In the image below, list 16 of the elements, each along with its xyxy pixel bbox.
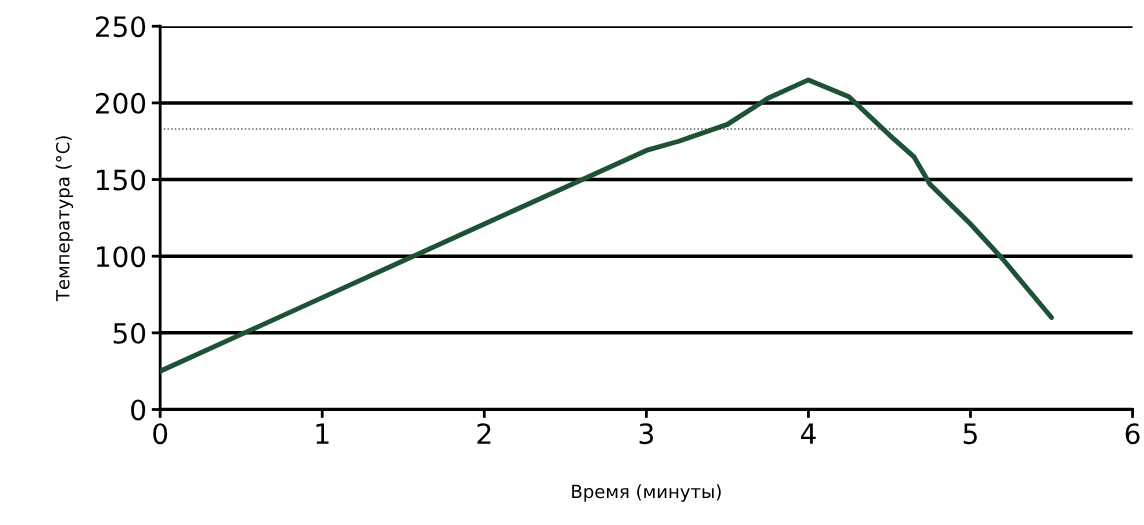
x-tick-label: 1 xyxy=(316,423,329,444)
line-series xyxy=(160,77,1054,374)
x-axis-title: Время (минуты) xyxy=(572,484,721,502)
x-tick-label: 4 xyxy=(800,423,816,444)
y-tick-label: 100 xyxy=(97,246,146,268)
y-tick-label: 50 xyxy=(113,322,146,344)
y-tick-label: 250 xyxy=(95,16,146,38)
x-tick-label: 5 xyxy=(963,423,977,445)
y-tick-label: 200 xyxy=(95,92,146,114)
y-axis-title: Температура (°C) xyxy=(55,136,74,302)
x-tick-label: 2 xyxy=(477,423,491,444)
x-tick-label: 3 xyxy=(639,423,653,445)
y-tick-label: 150 xyxy=(97,169,146,191)
x-tick-label: 6 xyxy=(1125,423,1140,445)
x-tick-label: 0 xyxy=(153,423,168,445)
y-tick-label: 0 xyxy=(131,399,146,421)
